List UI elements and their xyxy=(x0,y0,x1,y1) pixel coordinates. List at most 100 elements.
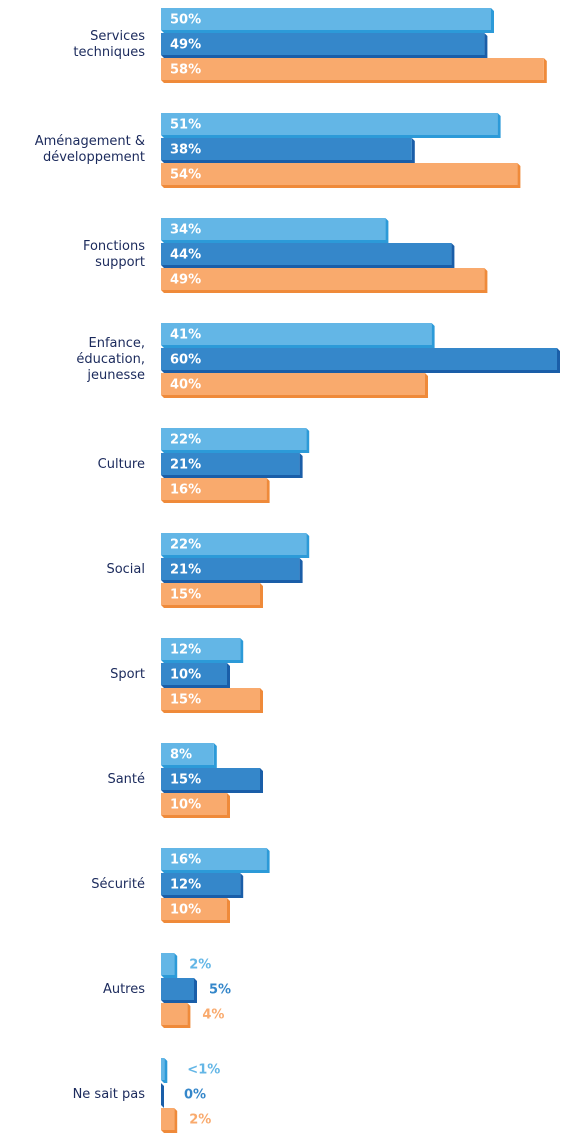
category-label: Culture xyxy=(98,457,145,472)
value-label: 49% xyxy=(170,38,201,53)
bar xyxy=(161,348,557,370)
value-label: 51% xyxy=(170,118,201,133)
value-label: 21% xyxy=(170,563,201,578)
bar-shade xyxy=(161,743,217,768)
bar-shade xyxy=(161,1083,164,1108)
bar-shade xyxy=(161,33,488,58)
category-label: Social xyxy=(106,562,145,577)
value-label: 34% xyxy=(170,223,201,238)
value-label: 12% xyxy=(170,878,201,893)
value-label: 2% xyxy=(189,1113,211,1128)
bar xyxy=(161,373,425,395)
bar-shade xyxy=(161,348,560,373)
bar-shade xyxy=(161,58,547,83)
value-label: 22% xyxy=(170,538,201,553)
value-label: 49% xyxy=(170,273,201,288)
value-label: <1% xyxy=(187,1063,220,1078)
bar-shade xyxy=(161,323,435,348)
bar-shade xyxy=(161,873,244,898)
bar-shade xyxy=(161,533,310,558)
category-line: développement xyxy=(43,150,145,165)
category-line: Santé xyxy=(107,772,145,787)
bar-shade xyxy=(161,898,230,923)
bar xyxy=(161,978,194,1000)
bar xyxy=(161,743,214,765)
bar-shade xyxy=(161,8,494,33)
category-line: support xyxy=(95,255,145,270)
category-line: Autres xyxy=(103,982,145,997)
bar-shade xyxy=(161,558,303,583)
bar xyxy=(161,478,267,500)
value-label: 60% xyxy=(170,353,201,368)
bar xyxy=(161,33,485,55)
bar xyxy=(161,768,260,790)
category-label: Sécurité xyxy=(91,877,145,892)
bar xyxy=(161,793,227,815)
bar-shade xyxy=(161,1058,168,1083)
bar xyxy=(161,453,300,475)
category-line: Ne sait pas xyxy=(73,1087,146,1102)
bar xyxy=(161,243,452,265)
category-label: Santé xyxy=(107,772,145,787)
bar xyxy=(161,8,491,30)
value-label: 54% xyxy=(170,168,201,183)
value-label: 5% xyxy=(209,983,231,998)
bar-shade xyxy=(161,793,230,818)
category-line: Fonctions xyxy=(83,239,145,254)
bar xyxy=(161,1058,165,1080)
bar xyxy=(161,688,260,710)
value-label: 40% xyxy=(170,378,201,393)
bar xyxy=(161,898,227,920)
value-label: 12% xyxy=(170,643,201,658)
bar xyxy=(161,58,544,80)
bar-shade xyxy=(161,953,178,978)
value-label: 10% xyxy=(170,903,201,918)
category-label: Sport xyxy=(110,667,145,682)
bar xyxy=(161,428,307,450)
bar xyxy=(161,848,267,870)
value-label: 10% xyxy=(170,798,201,813)
bar xyxy=(161,163,518,185)
value-label: 0% xyxy=(184,1088,206,1103)
bar-shade xyxy=(161,453,303,478)
bar xyxy=(161,323,432,345)
bar-shade xyxy=(161,163,521,188)
category-label: Fonctions support xyxy=(83,239,145,270)
bar-shade xyxy=(161,138,415,163)
bar xyxy=(161,138,412,160)
bar xyxy=(161,558,300,580)
bar xyxy=(161,663,227,685)
category-line: éducation, xyxy=(76,352,145,367)
bar-shade xyxy=(161,218,389,243)
value-label: 50% xyxy=(170,13,201,28)
category-label: Enfance, éducation, jeunesse xyxy=(76,336,145,383)
category-line: Sécurité xyxy=(91,877,145,892)
category-label: Aménagement & développement xyxy=(35,134,145,165)
bar xyxy=(161,533,307,555)
bar-shade xyxy=(161,638,244,663)
bar xyxy=(161,1108,175,1130)
value-label: 22% xyxy=(170,433,201,448)
category-line: jeunesse xyxy=(86,368,145,383)
value-label: 21% xyxy=(170,458,201,473)
category-label: Services techniques xyxy=(73,29,145,60)
bar xyxy=(161,218,386,240)
value-label: 2% xyxy=(189,958,211,973)
bar-shade xyxy=(161,848,270,873)
category-line: techniques xyxy=(73,45,145,60)
bar-shade xyxy=(161,113,501,138)
category-label: Ne sait pas xyxy=(73,1087,146,1102)
bar-shade xyxy=(161,1003,191,1028)
bar-shade xyxy=(161,268,488,293)
value-label: 16% xyxy=(170,853,201,868)
value-label: 15% xyxy=(170,773,201,788)
bar-shade xyxy=(161,978,197,1003)
value-label: 41% xyxy=(170,328,201,343)
category-line: Services xyxy=(90,29,145,44)
bar xyxy=(161,113,498,135)
category-line: Culture xyxy=(98,457,145,472)
category-line: Enfance, xyxy=(88,336,145,351)
category-line: Aménagement & xyxy=(35,134,145,149)
value-label: 8% xyxy=(170,748,192,763)
